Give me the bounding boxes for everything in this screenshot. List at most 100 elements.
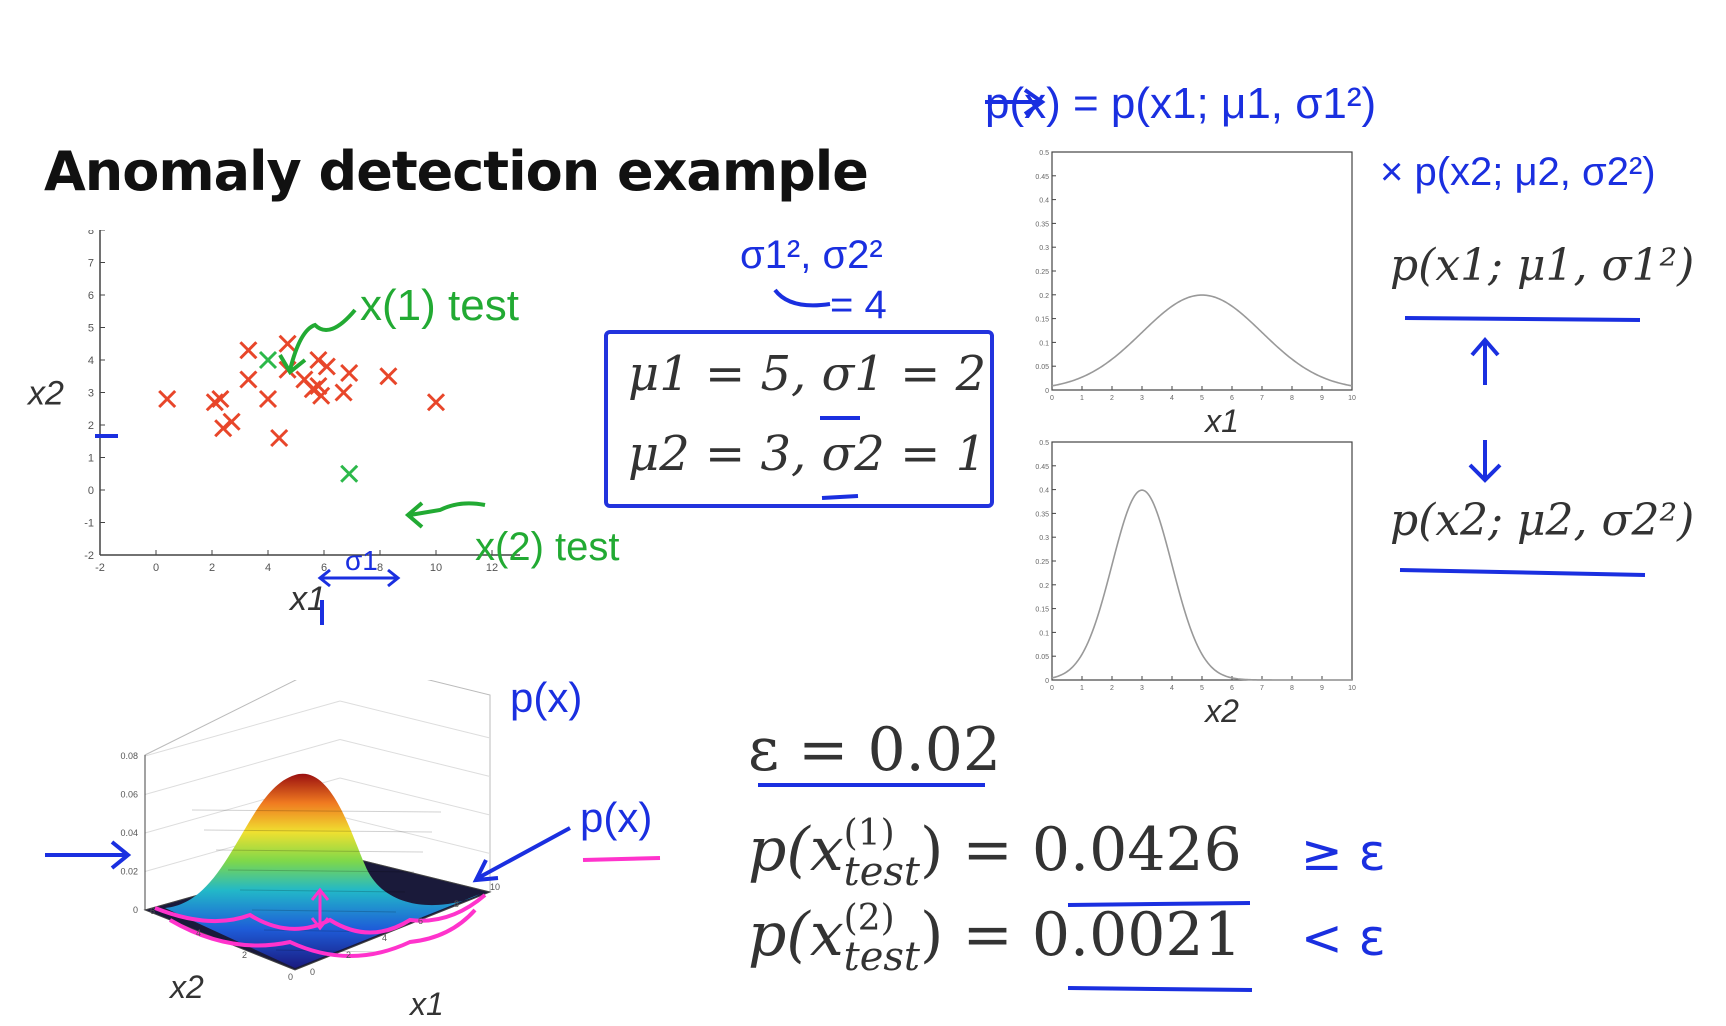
slide-title: Anomaly detection example <box>44 140 869 203</box>
x2-tick-label: 0 <box>288 972 293 982</box>
normal-point-stroke-b <box>426 393 446 412</box>
y-axis-label: x2 <box>26 375 64 413</box>
x1-tick-label: 6 <box>418 916 423 926</box>
x-tick-label: 6 <box>321 562 327 574</box>
gaussian-x2-chart: 0 1 2 3 4 5 6 7 8 9 10 0 0.05 0.1 0.15 0.2 0.25 0.3 0.35 0.… <box>1035 440 1356 729</box>
x-tick-label: 10 <box>430 562 442 574</box>
surface-contour <box>215 849 424 853</box>
y-tick-label: 0.45 <box>1035 174 1049 181</box>
y-tick-label: 5 <box>88 323 94 335</box>
normal-point <box>205 393 224 412</box>
x-axis-label: x2 <box>1203 693 1239 729</box>
x-tick-label: 3 <box>1140 685 1144 692</box>
x2-tick-label: 6 <box>150 906 155 916</box>
y-tick-label: 0.4 <box>1039 488 1049 495</box>
y-tick-label: 0.5 <box>1039 150 1049 157</box>
y-tick-label: 0.25 <box>1035 559 1049 566</box>
x-tick-label: 7 <box>1260 685 1264 692</box>
x-tick-label: 2 <box>1110 685 1114 692</box>
x-tick-label: 0 <box>153 562 159 574</box>
normal-point-stroke-b <box>379 367 398 386</box>
y-tick-label: 6 <box>88 290 94 302</box>
test-point-stroke-b <box>258 350 278 370</box>
x-tick-label: 8 <box>1290 685 1294 692</box>
x-tick-label: -2 <box>95 562 105 574</box>
normal-point-stroke-b <box>309 376 328 396</box>
density-curve <box>1051 294 1353 387</box>
normal-point-stroke-b <box>239 341 258 360</box>
y-tick-label: 8 <box>88 230 94 237</box>
normal-point-stroke-b <box>312 386 331 405</box>
test-line-1-rhs: ) = 0.0426 <box>920 815 1242 885</box>
y-tick-label: 0.05 <box>1035 654 1049 661</box>
x-tick-label: 2 <box>1110 395 1114 402</box>
x-tick-label: 9 <box>1320 395 1324 402</box>
sigma-brace <box>773 288 831 308</box>
test-line-2-lhs: p(x <box>748 900 844 970</box>
x-tick-label: 6 <box>1230 685 1234 692</box>
y-tick-label: 7 <box>88 258 94 270</box>
x-tick-label: 1 <box>1080 395 1084 402</box>
surface-contour <box>227 869 415 873</box>
grid-line-right <box>339 777 491 816</box>
surface-3d-chart: 0 0.02 0.04 0.06 0.08 0 2 4 6 8 10 0 2 4 6 x1 x2 <box>120 680 500 1022</box>
surface-contour <box>203 829 433 833</box>
y-tick-label: 0 <box>1045 678 1049 685</box>
x1-axis-label: x1 <box>408 986 444 1022</box>
gaussian-x1-chart: 0 1 2 3 4 5 6 7 8 9 10 0 0.05 0.1 0.15 0.2 0.25 0.3 0.35 0.… <box>1035 150 1356 439</box>
x1-tick-label: 4 <box>382 933 387 943</box>
underline-density-x1 <box>1404 316 1641 322</box>
x1-tick-label: 0 <box>310 967 315 977</box>
normal-point <box>317 357 336 376</box>
y-tick-label: -2 <box>84 550 94 562</box>
x-tick-label: 6 <box>1230 395 1234 402</box>
x-tick-label: 5 <box>1200 685 1204 692</box>
normal-point <box>334 383 353 402</box>
x2-tick-label: 2 <box>242 950 247 960</box>
normal-point <box>239 370 258 389</box>
y-tick-label: 0.1 <box>1039 630 1049 637</box>
arrow-up-density <box>1470 336 1500 385</box>
arrow-down-density <box>1468 440 1502 483</box>
normal-point <box>340 363 359 383</box>
y-tick-label: 0.25 <box>1035 269 1049 276</box>
x-tick-label: 12 <box>486 562 498 574</box>
normal-point <box>278 360 297 379</box>
y-tick-label: 0.05 <box>1035 364 1049 371</box>
y-tick-label: 0.1 <box>1039 340 1049 347</box>
normal-point-stroke-b <box>334 383 353 402</box>
test-line-2-compare: < ε <box>1300 909 1386 967</box>
normal-point-stroke-b <box>222 412 241 431</box>
grid-line-left <box>144 700 341 757</box>
surface-contour <box>275 949 379 953</box>
normal-point <box>379 367 398 386</box>
x-tick-label: 0 <box>1050 685 1054 692</box>
y-tick-label: 0.5 <box>1039 440 1049 447</box>
y-tick-label: 1 <box>88 453 94 465</box>
plot-frame <box>1051 151 1353 391</box>
z-tick-label: 0 <box>133 905 138 915</box>
y-tick-label: 0.3 <box>1039 245 1049 252</box>
test-line-1-compare: ≥ ε <box>1300 824 1386 882</box>
density-label-x2: p(x2; μ2, σ2²) <box>1390 495 1695 546</box>
normal-point <box>211 389 230 409</box>
x1-tick-label: 2 <box>346 950 351 960</box>
y-tick-label: 4 <box>88 355 94 367</box>
x-tick-label: 2 <box>209 562 215 574</box>
x-tick-label: 1 <box>1080 685 1084 692</box>
x1-tick-label: 10 <box>490 882 500 892</box>
arrow-formula <box>985 88 1046 116</box>
y-tick-label: 0.15 <box>1035 607 1049 614</box>
z-tick-label: 0.06 <box>120 790 138 800</box>
test-line-1: p(x (1) test ) = 0.0426 ≥ ε <box>748 815 1386 892</box>
epsilon-line: ε = 0.02 <box>748 715 1002 785</box>
y-tick-label: 0.15 <box>1035 317 1049 324</box>
test-point <box>258 350 278 370</box>
param-line-2: μ2 = 3, σ2 = 1 <box>628 426 987 482</box>
normal-point-stroke-b <box>239 370 258 389</box>
x-axis-label: x1 <box>288 580 326 618</box>
density-label-x1: p(x1; μ1, σ1²) <box>1390 240 1695 291</box>
z-tick-label: 0.04 <box>120 828 138 838</box>
y-tick-label: 0 <box>1045 388 1049 395</box>
